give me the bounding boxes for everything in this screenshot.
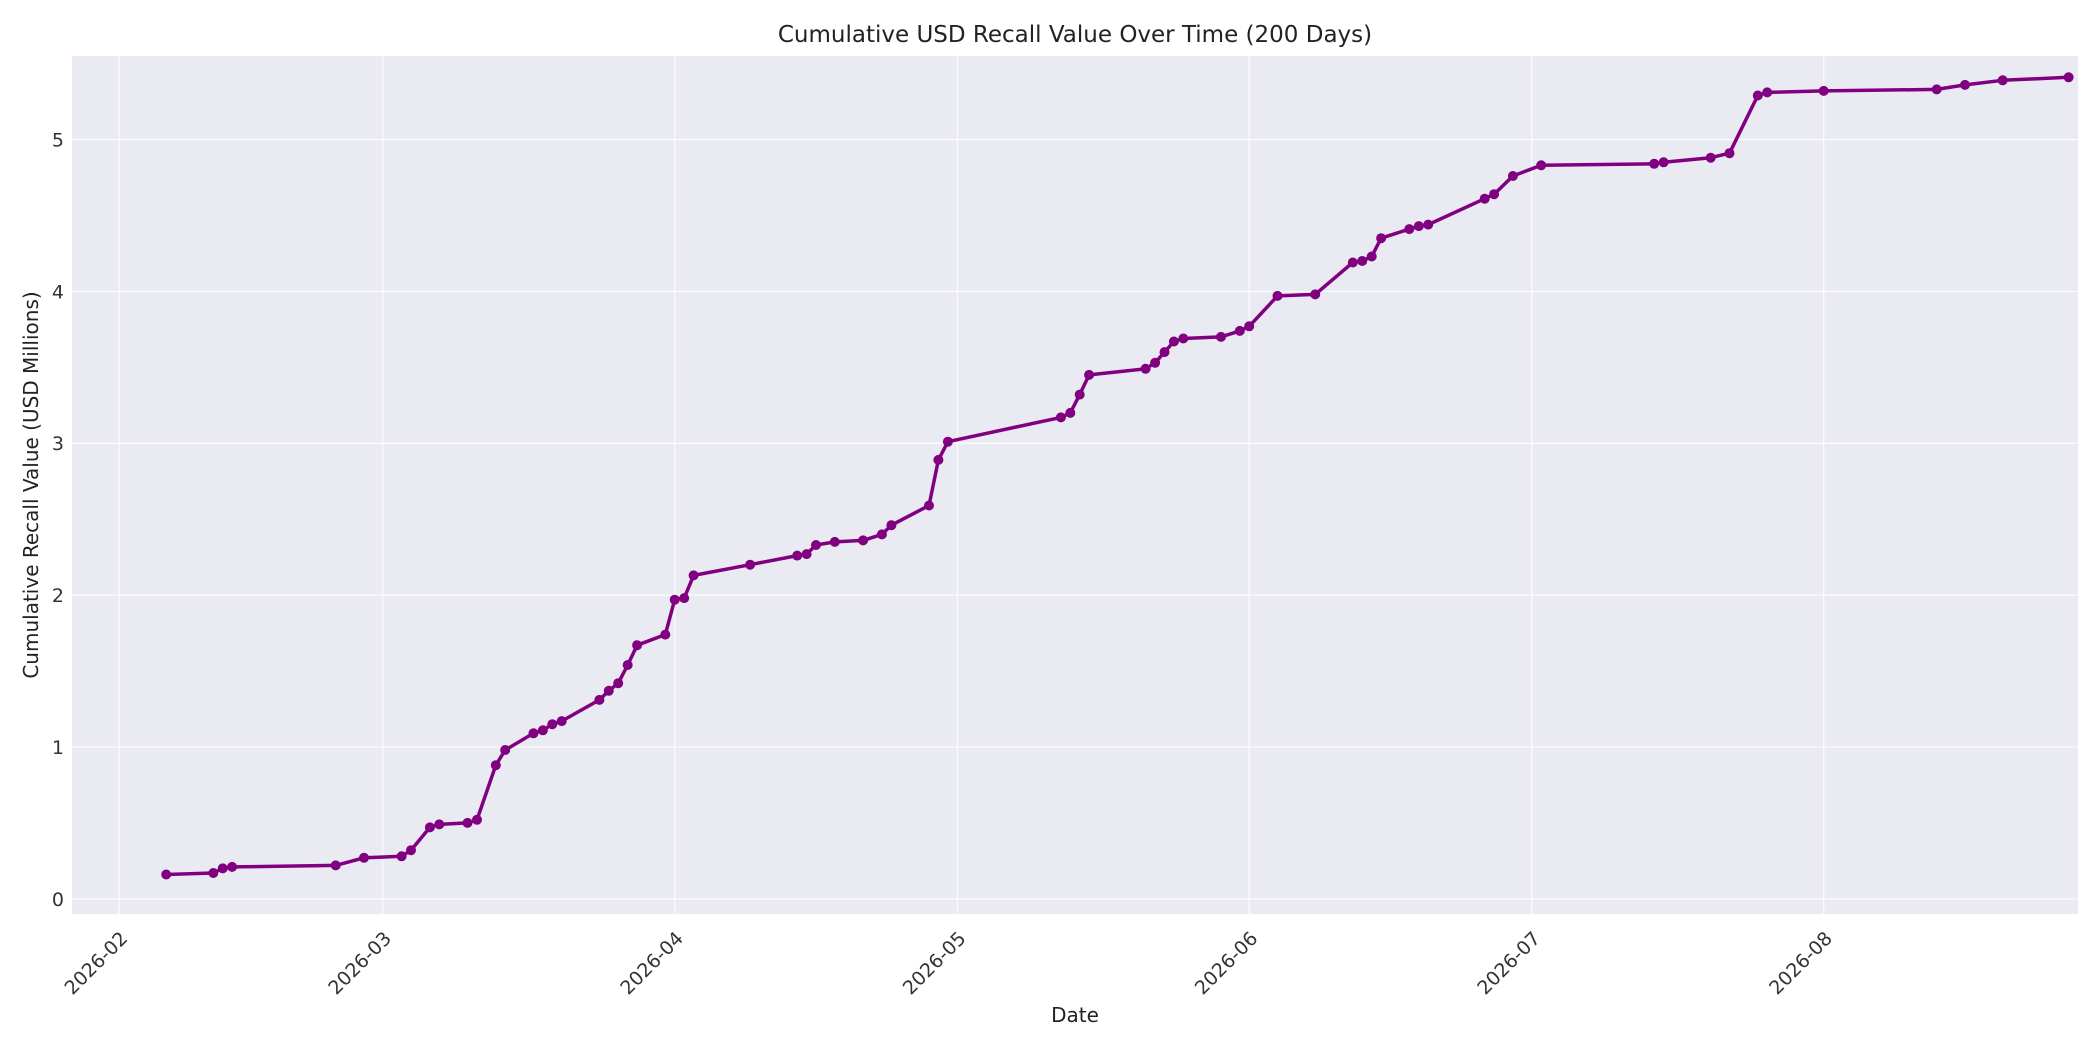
y-tick-label: 2 — [52, 585, 64, 607]
y-tick-label: 4 — [52, 281, 64, 303]
data-point — [1404, 224, 1415, 235]
data-point — [801, 549, 812, 560]
data-point — [1178, 333, 1189, 344]
data-point — [208, 868, 219, 878]
x-axis: 2026-02 2026-03 2026-04 2026-05 2026-06 2026-… — [61, 928, 1837, 1000]
data-point — [1931, 84, 1942, 95]
x-tick-label: 2026-06 — [1191, 928, 1263, 1000]
data-point — [933, 454, 944, 465]
data-point — [472, 814, 482, 825]
x-axis-label: Date — [1051, 1003, 1099, 1027]
data-point — [330, 860, 341, 871]
data-point — [745, 559, 756, 570]
data-point — [396, 851, 407, 862]
y-tick-label: 3 — [52, 433, 64, 455]
data-point — [424, 822, 435, 833]
data-point — [1074, 389, 1085, 400]
y-axis: 0 1 2 3 4 5 — [52, 130, 64, 911]
series-layer — [161, 72, 2074, 880]
data-point — [1055, 412, 1066, 423]
data-point — [1536, 160, 1547, 171]
data-point — [622, 660, 633, 670]
x-tick-label: 2026-04 — [616, 928, 688, 1000]
data-point — [1997, 75, 2008, 86]
data-point — [1413, 221, 1424, 232]
data-point — [1658, 157, 1669, 168]
data-point — [1762, 87, 1773, 98]
data-point — [1752, 90, 1763, 101]
data-point — [1140, 363, 1151, 374]
data-point — [1376, 233, 1387, 244]
data-point — [1272, 290, 1283, 301]
data-point — [1084, 369, 1095, 380]
data-point — [359, 852, 369, 863]
data-point — [886, 520, 897, 531]
data-point — [1234, 325, 1245, 336]
plot-area — [72, 56, 2078, 914]
data-point — [434, 819, 445, 830]
data-point — [660, 629, 671, 640]
data-point — [1489, 189, 1500, 200]
x-tick-label: 2026-05 — [899, 928, 971, 1000]
data-point — [1724, 148, 1735, 159]
y-tick-label: 0 — [52, 889, 64, 911]
data-point — [669, 594, 680, 605]
data-point — [1159, 347, 1170, 358]
data-point — [161, 869, 172, 880]
y-tick-label: 5 — [52, 130, 64, 152]
data-point — [942, 436, 953, 447]
y-axis-label: Cumulative Recall Value (USD Millions) — [19, 291, 43, 678]
data-point — [876, 529, 887, 540]
data-point — [462, 817, 473, 828]
x-tick-label: 2026-02 — [61, 928, 133, 1000]
data-point — [1649, 158, 1660, 169]
data-point — [1357, 256, 1368, 266]
data-point — [1216, 331, 1226, 342]
data-point — [490, 760, 501, 771]
data-point — [500, 745, 511, 755]
data-point — [537, 725, 548, 736]
data-point — [679, 593, 690, 604]
x-tick-label: 2026-08 — [1765, 928, 1837, 1000]
data-point — [1310, 289, 1321, 300]
data-point — [792, 550, 803, 561]
data-point — [1150, 357, 1161, 368]
data-point — [603, 685, 614, 696]
x-tick-label: 2026-07 — [1473, 928, 1545, 1000]
data-point — [556, 716, 567, 727]
data-point — [2063, 72, 2074, 83]
data-point — [406, 845, 416, 856]
data-point — [594, 694, 605, 705]
chart-title: Cumulative USD Recall Value Over Time (2… — [778, 22, 1372, 48]
data-point — [528, 728, 539, 739]
x-tick-label: 2026-03 — [324, 928, 396, 1000]
grid — [72, 56, 2078, 914]
data-point — [811, 540, 821, 550]
data-point — [1347, 257, 1358, 268]
data-point — [1818, 85, 1829, 96]
data-point — [632, 640, 643, 651]
data-point — [688, 570, 699, 581]
data-point — [1366, 251, 1377, 262]
data-point — [547, 719, 558, 730]
data-point — [1507, 171, 1518, 181]
data-point — [1960, 79, 1970, 90]
data-point — [613, 678, 624, 689]
data-point — [227, 861, 238, 872]
data-point — [1244, 321, 1255, 332]
data-point — [1423, 219, 1434, 230]
data-point — [217, 863, 228, 874]
data-point — [1168, 336, 1179, 347]
data-point — [1705, 152, 1716, 163]
data-point — [858, 535, 869, 546]
data-point — [1479, 193, 1490, 204]
data-point — [1065, 407, 1076, 418]
data-point — [924, 500, 934, 511]
data-point — [829, 536, 840, 547]
y-tick-label: 1 — [52, 737, 64, 759]
